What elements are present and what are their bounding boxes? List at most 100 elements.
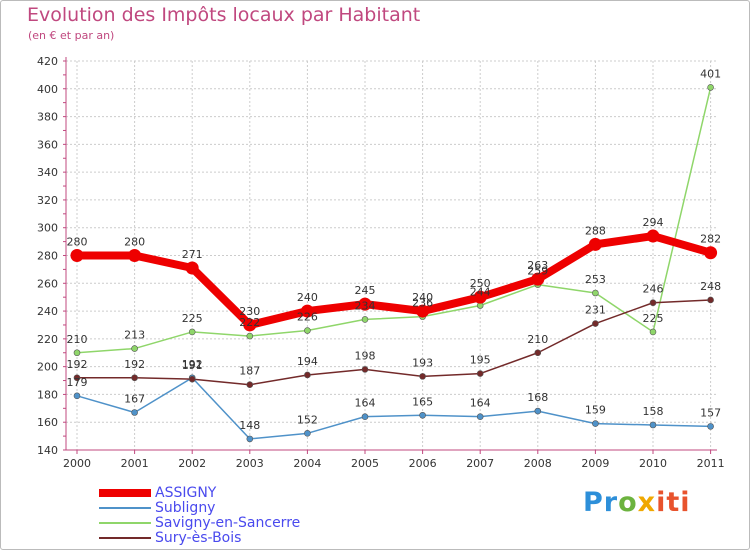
data-label: 167 bbox=[124, 392, 145, 405]
data-point bbox=[592, 320, 599, 327]
legend-label: ASSIGNY bbox=[155, 485, 217, 501]
data-point bbox=[649, 421, 657, 429]
y-tick-label: 420 bbox=[37, 55, 58, 68]
y-tick-label: 340 bbox=[37, 166, 58, 179]
data-point bbox=[131, 345, 138, 352]
series-line bbox=[76, 377, 712, 440]
data-label: 192 bbox=[124, 358, 145, 371]
data-label: 159 bbox=[585, 404, 606, 417]
y-tick-label: 280 bbox=[37, 250, 58, 263]
data-label: 248 bbox=[700, 280, 721, 293]
data-point bbox=[592, 420, 599, 427]
data-point bbox=[707, 84, 714, 91]
x-tick-label: 2003 bbox=[236, 457, 264, 470]
legend-swatch bbox=[99, 537, 151, 539]
data-label: 246 bbox=[643, 283, 664, 296]
data-label: 187 bbox=[239, 365, 260, 378]
data-label: 244 bbox=[470, 286, 491, 299]
legend-swatch bbox=[99, 507, 151, 509]
legend-label: Savigny-en-Sancerre bbox=[155, 515, 301, 531]
data-point bbox=[358, 297, 372, 311]
data-label: 245 bbox=[355, 284, 376, 297]
chart-title: Evolution des Impôts locaux par Habitant bbox=[27, 4, 421, 26]
data-label: 240 bbox=[412, 291, 433, 304]
data-label: 179 bbox=[67, 376, 88, 389]
legend-label: Sury-ès-Bois bbox=[155, 530, 242, 546]
y-tick-label: 400 bbox=[37, 83, 58, 96]
data-label: 280 bbox=[124, 236, 145, 249]
data-point bbox=[73, 392, 81, 400]
data-label: 210 bbox=[67, 333, 88, 346]
data-label: 230 bbox=[239, 305, 260, 318]
data-label: 164 bbox=[355, 397, 376, 410]
chart-subtitle: (en € et par an) bbox=[28, 29, 115, 42]
data-label: 194 bbox=[297, 355, 318, 368]
y-tick-label: 260 bbox=[37, 277, 58, 290]
data-label: 192 bbox=[67, 358, 88, 371]
series-line bbox=[73, 232, 715, 329]
y-tick-label: 220 bbox=[37, 333, 58, 346]
data-label: 152 bbox=[297, 413, 318, 426]
legend-item: ASSIGNY bbox=[99, 485, 359, 501]
y-tick-label: 240 bbox=[37, 305, 58, 318]
grid bbox=[66, 60, 717, 451]
x-tick-label: 2000 bbox=[63, 457, 91, 470]
data-label: 288 bbox=[585, 224, 606, 237]
data-point bbox=[707, 296, 714, 304]
data-label: 231 bbox=[585, 304, 606, 317]
data-point bbox=[246, 381, 254, 389]
y-tick-label: 380 bbox=[37, 111, 58, 124]
data-point bbox=[185, 261, 199, 275]
legend-item: Subligny bbox=[99, 500, 359, 516]
data-label: 195 bbox=[470, 354, 491, 367]
y-tick-label: 140 bbox=[37, 444, 58, 457]
data-label: 164 bbox=[470, 397, 491, 410]
data-label: 294 bbox=[643, 216, 664, 229]
data-label: 222 bbox=[239, 316, 260, 329]
data-label: 148 bbox=[239, 419, 260, 432]
data-label: 271 bbox=[182, 248, 203, 261]
x-tick-label: 2011 bbox=[697, 457, 725, 470]
data-point bbox=[361, 413, 369, 420]
y-tick-label: 360 bbox=[37, 138, 58, 151]
data-label: 401 bbox=[700, 67, 721, 80]
data-point bbox=[246, 332, 254, 340]
data-label: 198 bbox=[355, 349, 376, 362]
data-point bbox=[304, 327, 311, 334]
legend-swatch bbox=[99, 522, 151, 524]
data-label: 263 bbox=[527, 259, 548, 272]
series-sury-s-bois bbox=[73, 296, 714, 389]
data-label: 193 bbox=[412, 356, 433, 369]
legend: ASSIGNY Subligny Savigny-en-Sancerre Sury-è… bbox=[99, 485, 359, 546]
data-label: 191 bbox=[182, 359, 203, 372]
data-point bbox=[592, 289, 599, 297]
data-point bbox=[243, 318, 257, 332]
legend-item: Sury-ès-Bois bbox=[99, 530, 359, 546]
data-label: 225 bbox=[643, 312, 664, 325]
data-point bbox=[649, 328, 657, 336]
data-point bbox=[131, 374, 138, 382]
data-label: 234 bbox=[355, 299, 376, 312]
data-label: 280 bbox=[67, 236, 88, 249]
y-tick-label: 300 bbox=[37, 222, 58, 235]
data-point bbox=[646, 229, 660, 243]
data-point bbox=[419, 373, 426, 380]
data-point bbox=[246, 435, 254, 443]
data-point bbox=[188, 375, 196, 383]
data-label: 225 bbox=[182, 312, 203, 325]
series-lines bbox=[70, 84, 718, 443]
data-labels: 280 280 271 230 240 245 240 250 263 288 294 282 179 1… bbox=[67, 67, 722, 431]
y-tick-label: 180 bbox=[37, 388, 58, 401]
data-label: 282 bbox=[700, 233, 721, 246]
data-label: 165 bbox=[412, 395, 433, 408]
proxiti-logo: Proxiti bbox=[583, 487, 691, 518]
series-subligny bbox=[73, 374, 714, 443]
data-point bbox=[416, 304, 430, 318]
x-tick-label: 2006 bbox=[409, 457, 437, 470]
legend-label: Subligny bbox=[155, 500, 216, 516]
x-tick-label: 2008 bbox=[524, 457, 552, 470]
data-label: 240 bbox=[297, 291, 318, 304]
data-label: 213 bbox=[124, 329, 145, 342]
data-point bbox=[531, 272, 545, 286]
